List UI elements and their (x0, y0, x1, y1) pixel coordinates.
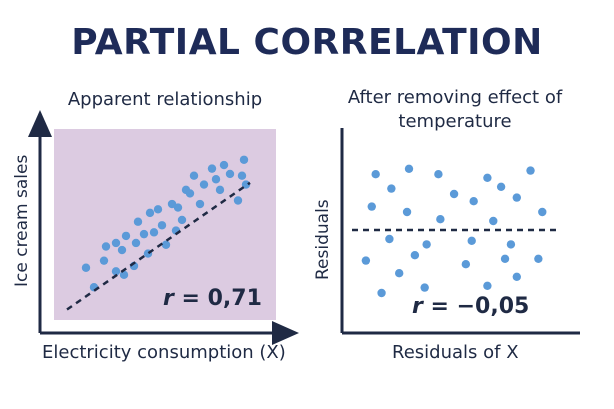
left-data-point (139, 229, 149, 239)
left-data-point (131, 238, 141, 248)
left-data-point (121, 231, 131, 241)
left-data-point (111, 238, 121, 248)
left-data-point (119, 270, 129, 280)
left-data-point (239, 155, 249, 164)
left-data-point (149, 228, 159, 237)
left-data-point (145, 208, 155, 218)
left-data-point (233, 196, 243, 205)
left-data-point (153, 205, 163, 214)
left-points (81, 155, 251, 292)
left-data-point (225, 169, 235, 179)
left-data-point (133, 217, 143, 226)
left-data-point (81, 263, 91, 272)
left-data-point (195, 199, 205, 209)
left-data-point (117, 245, 127, 255)
left-data-point (189, 171, 199, 180)
left-y-axis-label: Ice cream sales (12, 154, 32, 287)
left-data-point (161, 240, 171, 249)
left-data-point (241, 180, 251, 189)
left-data-point (199, 180, 209, 189)
left-data-point (211, 175, 221, 184)
left-data-point (99, 256, 109, 265)
left-data-point (111, 267, 121, 276)
left-correlation-label: r = 0,71 (163, 286, 262, 311)
left-data-point (207, 164, 217, 173)
left-data-point (215, 185, 225, 195)
right-y-axis-label: Residuals (313, 199, 333, 280)
left-trend-line (66, 181, 251, 311)
left-data-point (101, 242, 111, 251)
left-data-point (237, 171, 247, 180)
left-x-axis-label: Electricity consumption (X) (42, 342, 286, 363)
left-data-point (219, 160, 229, 170)
left-data-point (157, 221, 167, 230)
left-panel-title: Apparent relationship (67, 89, 263, 110)
page-title: PARTIAL CORRELATION (71, 22, 543, 63)
left-data-point (185, 189, 195, 198)
left-data-point (177, 215, 187, 225)
left-data-point (173, 203, 183, 212)
right-x-axis-label: Residuals of X (392, 342, 519, 363)
right-panel-title: After removing effect of temperature (347, 87, 563, 132)
